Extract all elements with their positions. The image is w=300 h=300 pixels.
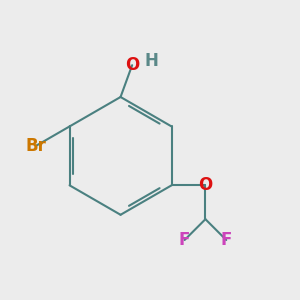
Text: O: O — [125, 56, 139, 74]
Text: O: O — [198, 176, 212, 194]
Text: H: H — [144, 52, 158, 70]
Text: F: F — [179, 231, 190, 249]
Text: F: F — [220, 231, 232, 249]
Text: Br: Br — [26, 136, 47, 154]
